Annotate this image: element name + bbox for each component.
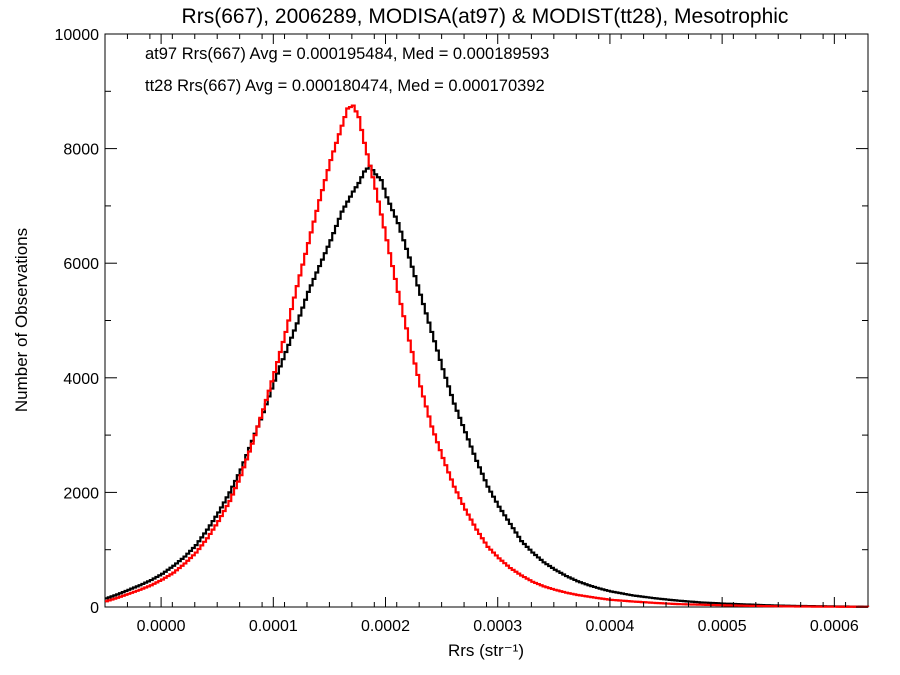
plot-area: 0.0000 0.0001 0.0002 0.0003 0.0004 0.0005 0.00… — [55, 27, 870, 635]
series-line-0 — [105, 164, 870, 608]
x-tick-label: 0.0005 — [698, 618, 747, 635]
x-axis-label: Rrs (str⁻¹) — [448, 641, 524, 660]
chart-title: Rrs(667), 2006289, MODISA(at97) & MODIST… — [182, 5, 789, 28]
x-axis-ticks: 0.0000 0.0001 0.0002 0.0003 0.0004 0.0005 0.00… — [104, 34, 859, 635]
annotation-red-stats: tt28 Rrs(667) Avg = 0.000180474, Med = 0… — [145, 77, 545, 95]
y-tick-label: 0 — [90, 600, 99, 617]
series-line-1 — [105, 104, 870, 608]
y-axis-label: Number of Observations — [12, 228, 31, 412]
annotation-black-stats: at97 Rrs(667) Avg = 0.000195484, Med = 0… — [145, 45, 549, 63]
y-axis-ticks: 0 2000 4000 6000 8000 10000 — [55, 27, 868, 617]
y-tick-label: 8000 — [63, 142, 99, 159]
y-tick-label: 2000 — [63, 485, 99, 502]
x-tick-label: 0.0006 — [810, 618, 859, 635]
x-tick-label: 0.0001 — [249, 618, 298, 635]
x-tick-label: 0.0003 — [473, 618, 522, 635]
x-tick-label: 0.0002 — [361, 618, 410, 635]
y-tick-label: 6000 — [63, 256, 99, 273]
x-tick-label: 0.0004 — [585, 618, 634, 635]
y-tick-label: 10000 — [55, 27, 100, 44]
x-tick-label: 0.0000 — [137, 618, 186, 635]
y-tick-label: 4000 — [63, 371, 99, 388]
series-layer — [105, 104, 870, 608]
